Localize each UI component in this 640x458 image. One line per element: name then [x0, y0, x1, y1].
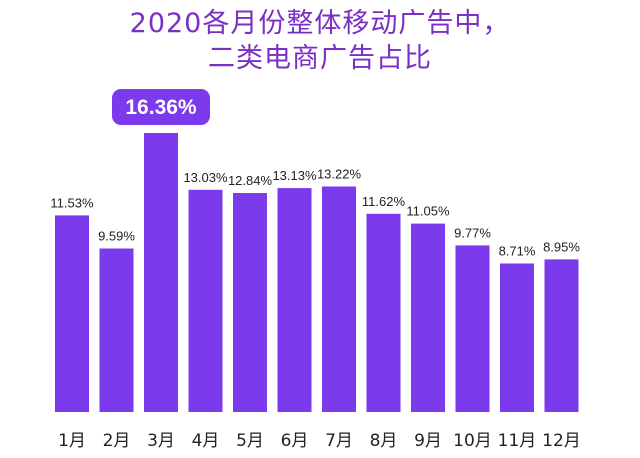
x-tick-label-9: 9月	[414, 431, 442, 451]
bar-label-9: 11.05%	[406, 204, 450, 219]
bar-10	[455, 245, 490, 412]
bar-12	[544, 259, 579, 412]
x-tick-label-10: 10月	[453, 431, 492, 451]
bar-7	[322, 186, 356, 412]
chart-title-line-1: 2020各月份整体移动广告中，	[129, 8, 511, 39]
bar-2	[99, 248, 134, 412]
bar-label-2: 9.59%	[98, 229, 135, 244]
bar-6	[277, 188, 312, 412]
x-tick-label-12: 12月	[542, 431, 581, 451]
bar-label-4: 13.03%	[183, 170, 228, 185]
bar-8	[366, 213, 401, 412]
highlight-callout: 16.36%	[112, 89, 210, 125]
bar-3	[144, 133, 178, 412]
x-tick-label-6: 6月	[281, 431, 309, 451]
bar-label-6: 13.13%	[272, 168, 317, 183]
bar-label-10: 9.77%	[454, 225, 491, 240]
bar-label-1: 11.53%	[50, 195, 94, 210]
x-tick-label-5: 5月	[236, 431, 264, 451]
x-tick-label-11: 11月	[498, 431, 537, 451]
bar-label-3: 16.36%	[125, 96, 197, 119]
chart-title-line-2: 二类电商广告占比	[208, 43, 432, 74]
highlight-callout-box	[112, 89, 210, 125]
bar-11	[500, 263, 534, 412]
bar-1	[55, 215, 89, 412]
bar-label-12: 8.95%	[543, 239, 580, 254]
x-tick-label-3: 3月	[147, 431, 175, 451]
chart-title: 2020各月份整体移动广告中， 二类电商广告占比	[0, 6, 640, 76]
x-tick-label-4: 4月	[192, 431, 220, 451]
x-tick-label-1: 1月	[58, 431, 86, 451]
bar-label-7: 13.22%	[317, 167, 362, 182]
x-tick-label-7: 7月	[325, 431, 353, 451]
x-tick-label-2: 2月	[103, 431, 131, 451]
bar-label-8: 11.62%	[362, 194, 406, 209]
bar-label-5: 12.84%	[228, 173, 273, 188]
bar-9	[411, 223, 445, 412]
bar-4	[188, 189, 223, 412]
bar-5	[233, 193, 267, 412]
bar-label-11: 8.71%	[499, 244, 536, 259]
x-tick-label-8: 8月	[370, 431, 398, 451]
